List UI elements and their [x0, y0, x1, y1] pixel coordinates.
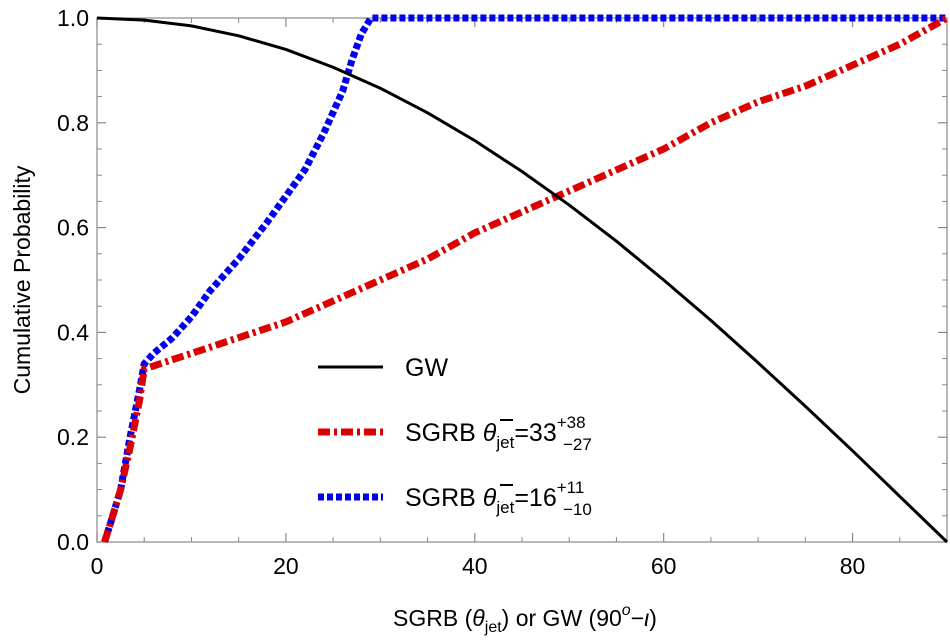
x-tick-label: 60 — [651, 553, 677, 579]
x-tick-label: 20 — [273, 553, 299, 579]
x-tick-label: 80 — [840, 553, 866, 579]
legend-label-sgrb-33: SGRB θjet=33+38 −27 — [405, 413, 592, 454]
ticks: 0 20 40 60 80 0.0 0.2 0.4 0.6 0.8 1.0 — [57, 5, 947, 579]
legend-label-sgrb-16: SGRB θjet=16+11 −10 — [405, 478, 592, 519]
x-axis-title: SGRB (θjet) or GW (90o−ι) — [393, 602, 657, 636]
series-layer — [96, 14, 949, 544]
y-tick-label: 0.2 — [57, 424, 89, 450]
y-tick-label: 0.0 — [57, 529, 89, 555]
x-tick-label: 0 — [91, 553, 104, 579]
y-axis-title: Cumulative Probability — [9, 165, 35, 394]
x-tick-label: 40 — [462, 553, 488, 579]
legend-label-gw: GW — [405, 354, 448, 382]
y-tick-label: 0.4 — [57, 319, 89, 345]
series-line-gw — [96, 16, 949, 544]
y-tick-label: 0.6 — [57, 215, 89, 241]
y-tick-label: 1.0 — [57, 5, 89, 31]
legend: GW SGRB θjet=33+38 −27 SGRB θjet=16+11 −10 — [318, 354, 592, 519]
y-tick-label: 0.8 — [57, 110, 89, 136]
